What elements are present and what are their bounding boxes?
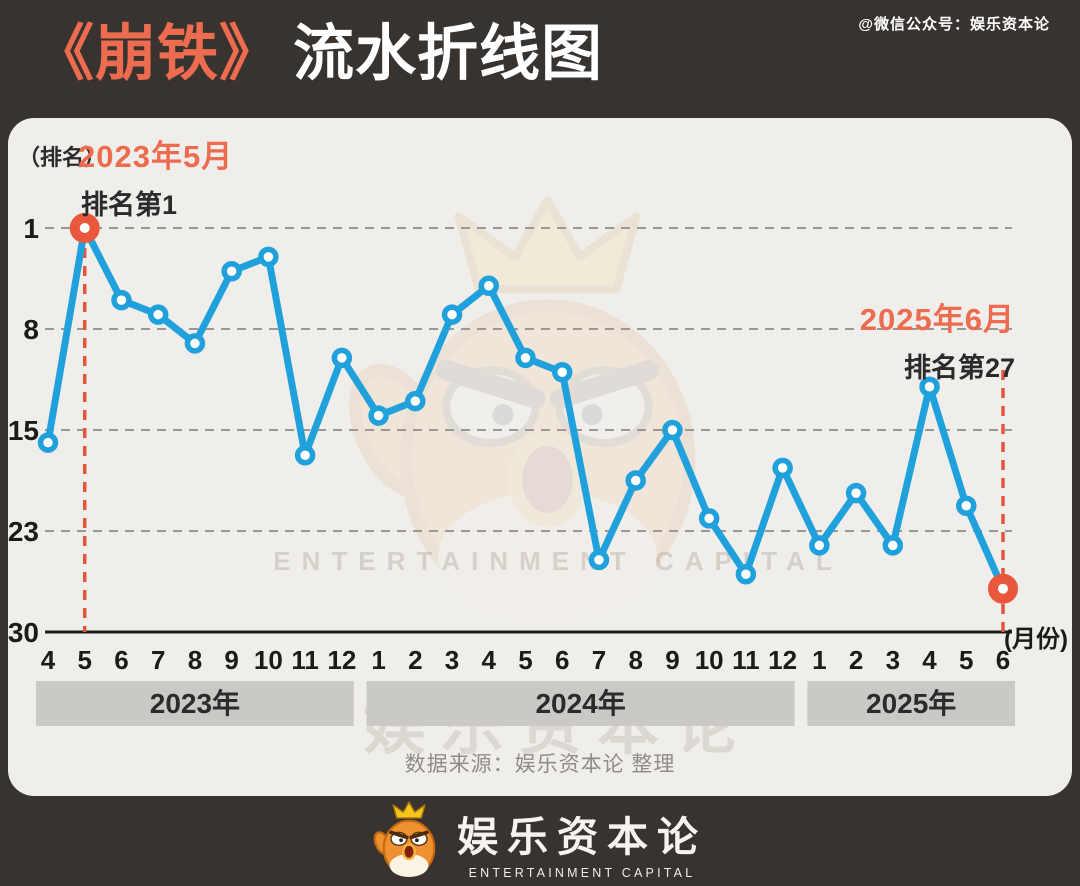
month-tick-label: 7 bbox=[592, 645, 606, 675]
year-band bbox=[36, 681, 354, 726]
month-tick-label: 7 bbox=[151, 645, 165, 675]
month-tick-label: 5 bbox=[959, 645, 973, 675]
brand-subtitle: ENTERTAINMENT CAPITAL bbox=[468, 865, 696, 880]
data-point bbox=[331, 347, 353, 369]
header: 《崩铁》 流水折线图 @微信公众号：娱乐资本论 bbox=[0, 0, 1080, 118]
data-point bbox=[625, 470, 646, 491]
data-point bbox=[294, 445, 316, 466]
data-point bbox=[919, 376, 940, 397]
year-band bbox=[807, 681, 1015, 726]
annotation-date: 2023年5月 bbox=[78, 139, 234, 174]
month-tick-label: 6 bbox=[114, 645, 128, 675]
month-tick-label: 12 bbox=[768, 645, 797, 675]
data-point bbox=[515, 347, 536, 369]
month-tick-label: 12 bbox=[327, 645, 356, 675]
month-tick-label: 4 bbox=[482, 645, 497, 675]
data-point bbox=[441, 304, 463, 325]
data-point bbox=[772, 457, 793, 479]
month-tick-label: 3 bbox=[886, 645, 900, 675]
data-point bbox=[221, 261, 242, 282]
month-tick-label: 4 bbox=[41, 645, 56, 675]
data-point bbox=[698, 508, 720, 529]
brand-name: 娱乐资本论 bbox=[457, 813, 707, 860]
annotation-rank: 排名第27 bbox=[903, 353, 1015, 383]
title-game-name: 《崩铁》 bbox=[33, 19, 282, 87]
data-point bbox=[368, 405, 389, 426]
month-tick-label: 1 bbox=[371, 645, 385, 675]
data-point bbox=[662, 419, 683, 441]
x-axis-title: (月份) bbox=[1004, 626, 1068, 653]
data-point bbox=[551, 362, 573, 383]
data-point bbox=[37, 432, 59, 453]
chart-panel: ENTERTAINMENT CAPITAL 娱乐资本论 1 8 15 23 30 4 5 6 7… bbox=[8, 118, 1072, 796]
year-band bbox=[366, 681, 795, 726]
month-tick-label: 10 bbox=[695, 645, 724, 675]
y-tick-label: 30 bbox=[8, 617, 39, 648]
mascot-icon bbox=[373, 801, 437, 879]
annotation-2025-06: 2025年6月 排名第27 bbox=[860, 294, 1015, 385]
annotation-2023-05: 2023年5月 排名第1 bbox=[78, 131, 233, 222]
year-band-label: 2023年 bbox=[150, 687, 240, 719]
data-point bbox=[478, 275, 500, 296]
month-tick-label: 5 bbox=[518, 645, 532, 675]
data-point bbox=[258, 246, 279, 268]
data-point bbox=[956, 495, 977, 516]
data-point bbox=[111, 289, 132, 311]
month-tick-label: 8 bbox=[188, 645, 202, 675]
month-tick-label: 9 bbox=[665, 645, 679, 675]
y-tick-label: 8 bbox=[23, 314, 39, 345]
data-point bbox=[405, 390, 426, 412]
month-tick-label: 10 bbox=[254, 645, 283, 675]
data-source: 数据来源：娱乐资本论 整理 bbox=[404, 753, 676, 776]
month-tick-label: 6 bbox=[555, 645, 569, 675]
month-tick-label: 6 bbox=[996, 645, 1010, 675]
data-point bbox=[809, 535, 830, 556]
data-point bbox=[735, 564, 757, 585]
center-watermark: ENTERTAINMENT CAPITAL 娱乐资本论 bbox=[273, 200, 832, 762]
month-tick-label: 1 bbox=[812, 645, 826, 675]
wechat-watermark: @微信公众号：娱乐资本论 bbox=[858, 16, 1050, 33]
data-point bbox=[845, 482, 867, 504]
month-tick-label: 4 bbox=[922, 645, 937, 675]
title-suffix: 流水折线图 bbox=[293, 19, 604, 87]
highlight-data-point bbox=[988, 573, 1018, 604]
annotation-date: 2025年6月 bbox=[859, 302, 1015, 337]
series-layer bbox=[37, 213, 1018, 632]
month-tick-label: 2 bbox=[849, 645, 863, 675]
y-tick-label: 15 bbox=[8, 415, 39, 446]
page-title: 《崩铁》 流水折线图 bbox=[33, 14, 603, 93]
year-band-layer: 2023年 2024年 2025年 bbox=[36, 681, 1015, 726]
y-tick-label: 1 bbox=[23, 213, 39, 244]
data-point bbox=[184, 333, 206, 354]
data-point bbox=[147, 304, 169, 325]
data-point bbox=[588, 549, 610, 571]
year-band-label: 2025年 bbox=[866, 687, 956, 719]
annotation-rank: 排名第1 bbox=[81, 190, 178, 220]
brand-logo: 娱乐资本论 ENTERTAINMENT CAPITAL bbox=[0, 796, 1080, 886]
month-tick-label: 8 bbox=[628, 645, 642, 675]
data-point bbox=[882, 535, 904, 556]
month-tick-label: 5 bbox=[77, 645, 91, 675]
highlight-data-point bbox=[69, 213, 100, 243]
month-tick-label: 11 bbox=[291, 645, 319, 675]
year-band-label: 2024年 bbox=[535, 687, 625, 719]
month-tick-label: 11 bbox=[732, 645, 760, 675]
y-axis-title: （排名） bbox=[18, 145, 107, 170]
month-tick-label: 2 bbox=[408, 645, 422, 675]
month-tick-label: 9 bbox=[224, 645, 238, 675]
y-tick-label: 23 bbox=[8, 516, 39, 547]
month-tick-label: 3 bbox=[445, 645, 459, 675]
